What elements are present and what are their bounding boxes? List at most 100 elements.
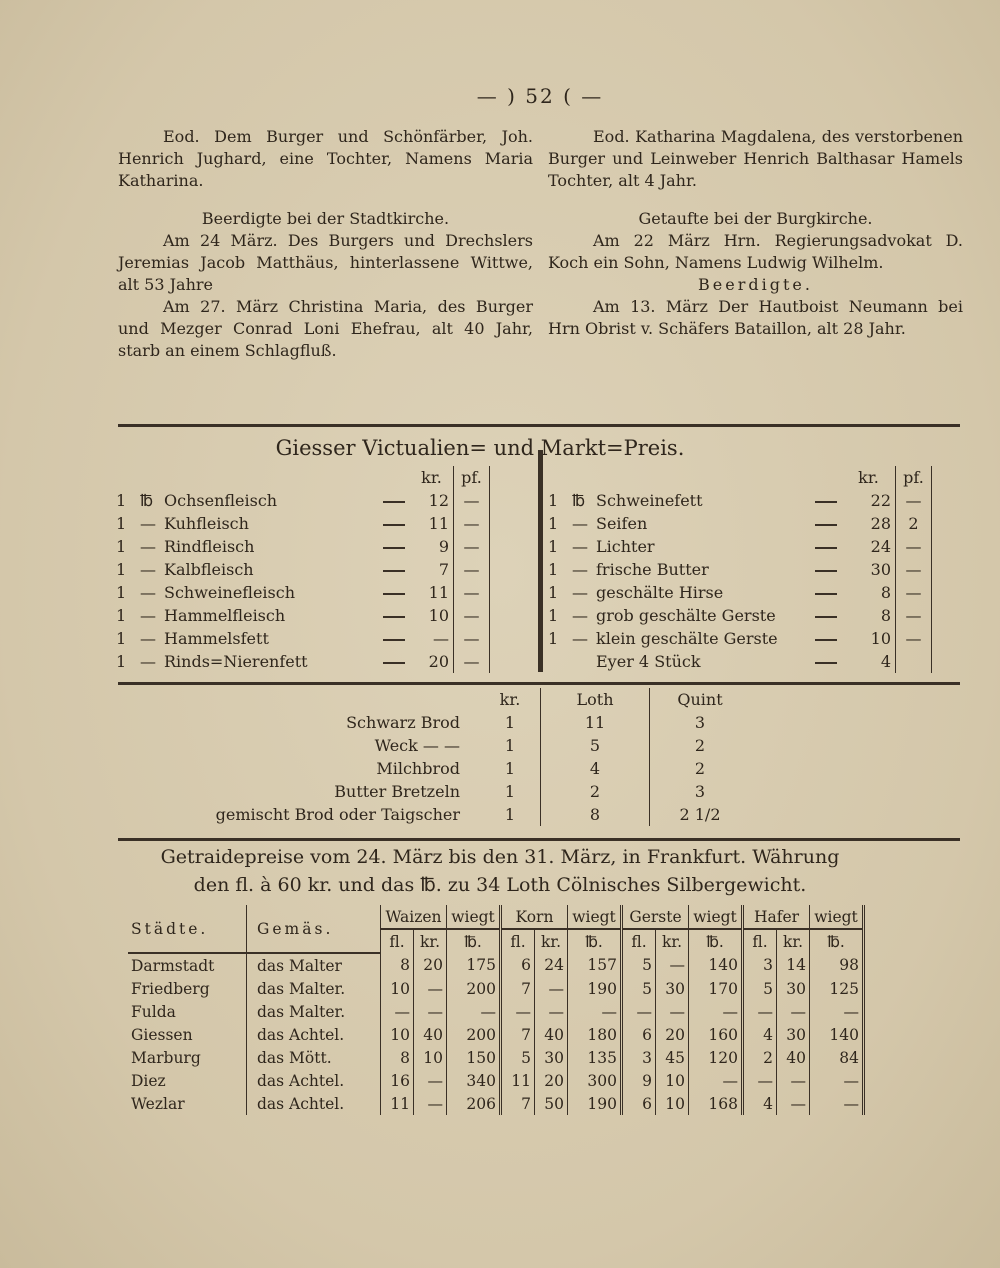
dash-leader [379,650,414,673]
unit: — [140,560,156,579]
grain-value: 20 [534,1069,568,1092]
dash-leader [811,558,846,581]
grain-value: 4 [742,1092,777,1115]
dash-leader [811,512,846,535]
market-row: 1— Kalbfleisch 7— [116,558,520,581]
price-pf: — [896,581,932,604]
header-weight: wiegt [688,905,744,930]
grain-value: — [809,1092,865,1115]
grain-value: 200 [446,977,502,1000]
pf-header: pf. [454,466,490,489]
grain-value: 10 [380,1023,414,1046]
header-grain: Gerste [621,905,689,930]
grain-value: 11 [380,1092,414,1115]
grain-value: 300 [567,1069,623,1092]
quantity: 1 [116,491,127,510]
grain-header: Städte. Gemäs. Waizen wiegt Korn wiegt Gerste w… [128,905,865,954]
unit-header: kr. [534,929,568,953]
dash-line [383,523,405,526]
price-kr: 28 [846,512,896,535]
unit-header: fl. [380,929,414,953]
city-name: Giessen [128,1023,247,1046]
grain-row: Fulda das Malter. — — — — — — — — — — — — [128,1000,865,1023]
grain-value: 175 [446,953,502,977]
grain-row: Giessen das Achtel. 10 40 200 7 40 180 6 20 160 4 30… [128,1023,865,1046]
city-name: Darmstadt [128,953,247,977]
grain-value: 190 [567,977,623,1000]
grain-value: 50 [534,1092,568,1115]
price-pf: 2 [896,512,932,535]
grain-value: 200 [446,1023,502,1046]
grain-row: Friedberg das Malter. 10—200 7—190 5 30 170 5 30… [128,977,865,1000]
grain-value: 125 [809,977,865,1000]
grain-value: — [446,1000,502,1023]
price-kr: 12 [414,489,454,512]
quantity: 1 [116,537,127,556]
grain-row: Darmstadt das Malter 8 20 175 6 24 157 5—140 3 14 9… [128,953,865,977]
dash-line [815,615,837,618]
dash-leader [379,581,414,604]
unit: — [140,514,156,533]
measure: das Achtel. [246,1069,381,1092]
grain-value: 30 [534,1046,568,1069]
item-name: Lichter [596,537,655,556]
section-heading: Getaufte bei der Burgkirche. [638,209,873,228]
grain-value: — [413,1069,447,1092]
market-row: 1— Kuhfleisch 11— [116,512,520,535]
unit: — [572,560,588,579]
grain-value: — [776,1069,810,1092]
grain-value: — [413,1092,447,1115]
unit: — [572,537,588,556]
quantity: 1 [548,560,559,579]
grain-value: — [534,1000,568,1023]
dash-line [815,661,837,664]
grain-row: Wezlar das Achtel. 11—206 7 50 190 6 10 168 4— — [128,1092,865,1115]
grain-value: — [380,1000,414,1023]
price-pf: — [454,489,490,512]
city-name: Fulda [128,1000,247,1023]
grain-value: 16 [380,1069,414,1092]
grain-value: 30 [655,977,689,1000]
market-table-left: kr. pf. 1 ℔ Ochsenfleisch 12—1— Kuhfleisch 11—1… [116,466,520,673]
dash-line [383,661,405,664]
bread-loth: 2 [540,780,650,803]
measure: das Malter [246,953,381,977]
quantity: 1 [548,491,559,510]
grain-value: 10 [380,977,414,1000]
item-name: Eyer 4 Stück [596,652,701,671]
grain-value: 9 [621,1069,656,1092]
grain-header-row: Städte. Gemäs. Waizen wiegt Korn wiegt Gerste w… [128,905,865,954]
unit: — [140,583,156,602]
dash-leader [379,512,414,535]
item-name: geschälte Hirse [596,583,724,602]
unit: — [140,652,156,671]
dash-line [383,615,405,618]
price-pf: — [454,558,490,581]
grain-value: 5 [621,977,656,1000]
burial-entry: Am 27. März Christina Maria, des Burger … [118,297,533,360]
price-pf: — [896,558,932,581]
grain-value: 2 [742,1046,777,1069]
grain-value: — [413,1000,447,1023]
header-cities: Städte. [128,905,247,954]
bread-row: gemischt Brod oder Taigscher 1 8 2 1/2 [160,803,750,826]
dash-line [383,546,405,549]
grain-value: — [567,1000,623,1023]
price-kr: 20 [414,650,454,673]
grain-value: — [534,977,568,1000]
quantity: 1 [548,514,559,533]
header-measure: Gemäs. [246,905,381,954]
item-name: klein geschälte Gerste [596,629,778,648]
grain-value: 5 [621,953,656,977]
bread-column-header: Loth [540,688,650,711]
grain-value: 206 [446,1092,502,1115]
unit-header: fl. [500,929,535,953]
header-grain: Waizen [380,905,447,930]
unit-header: kr. [655,929,689,953]
market-row: 1— Hammelsfett — — [116,627,520,650]
market-row: 1— frische Butter 30— [548,558,962,581]
grain-value: 40 [534,1023,568,1046]
dash-line [815,546,837,549]
grain-value: — [742,1069,777,1092]
price-pf: — [896,604,932,627]
